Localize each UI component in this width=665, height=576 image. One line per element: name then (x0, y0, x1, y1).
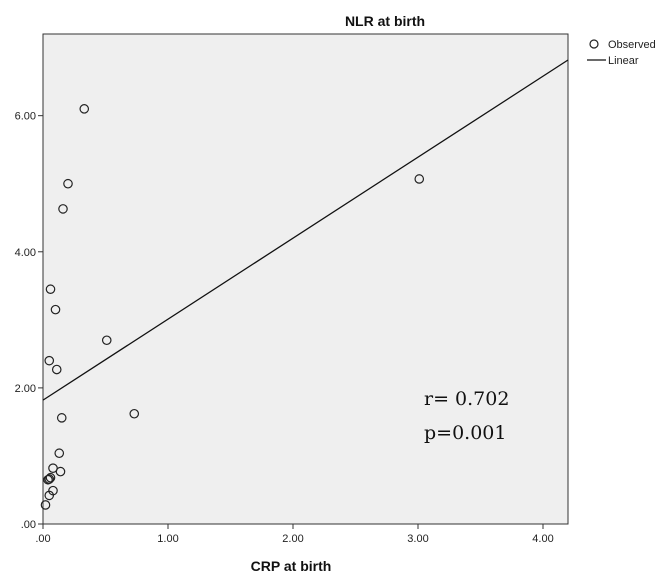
legend-marker-observed (589, 39, 599, 49)
x-axis-title: CRP at birth (251, 558, 332, 574)
data-point (79, 104, 90, 114)
data-point (129, 408, 140, 419)
data-point (51, 364, 62, 375)
x-tick-label: 4.00 (532, 533, 553, 545)
data-point (63, 178, 73, 189)
y-tick-label: 2.00 (15, 383, 36, 395)
data-point (44, 355, 55, 366)
x-tick-label: 3.00 (407, 533, 428, 545)
legend-label-linear: Linear (608, 55, 639, 67)
linear-fit-line (42, 59, 569, 401)
data-point (44, 490, 55, 501)
legend-label-observed: Observed (608, 39, 656, 51)
data-point (101, 335, 112, 346)
chart-title: NLR at birth (345, 13, 425, 29)
legend: Observed Linear (587, 39, 656, 67)
annotation-p: p=0.001 (424, 422, 506, 444)
x-tick-label: 1.00 (157, 533, 178, 545)
data-point (414, 174, 425, 184)
data-point (56, 413, 67, 423)
x-tick-label: 2.00 (282, 533, 303, 545)
data-point (55, 466, 66, 477)
x-tick-label: .00 (35, 533, 50, 545)
annotation-r: r= 0.702 (424, 388, 509, 410)
data-point (58, 204, 68, 214)
y-tick-label: 6.00 (15, 111, 36, 123)
y-tick-label: 4.00 (15, 247, 36, 259)
data-point (43, 474, 53, 485)
data-point (50, 304, 61, 315)
data-point (45, 284, 56, 295)
y-tick-label: .00 (21, 519, 36, 531)
data-point (45, 472, 56, 483)
data-point (54, 448, 65, 459)
plot-area (42, 33, 569, 525)
data-point (40, 500, 51, 510)
